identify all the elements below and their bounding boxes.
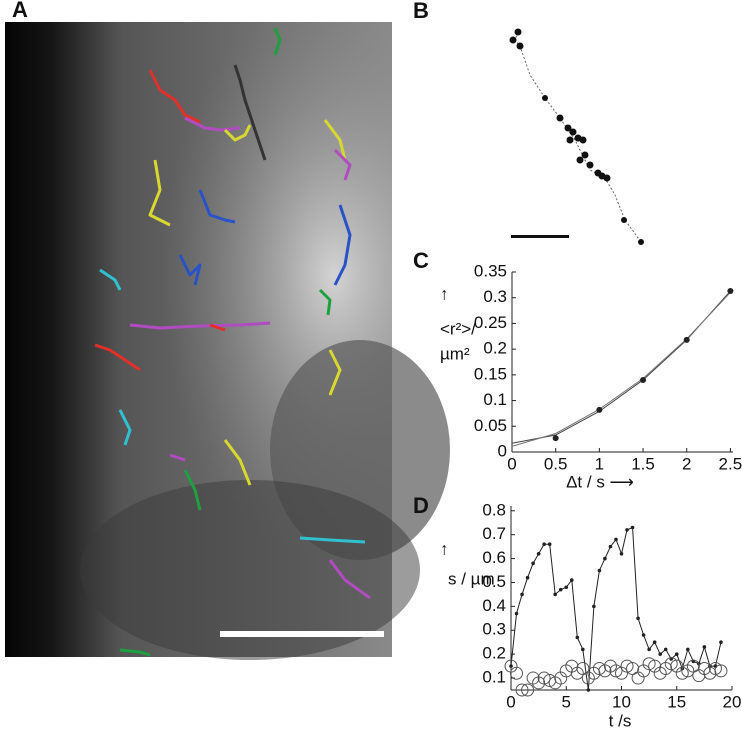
point [581, 647, 585, 652]
point [592, 604, 596, 609]
point [575, 635, 580, 640]
point [510, 666, 524, 680]
y-tick-label: 0.3 [483, 287, 507, 306]
point [569, 578, 574, 582]
y-axis-label: <r²>/ [440, 319, 476, 338]
point [719, 640, 723, 645]
point [597, 568, 602, 573]
x-tick-label: 20 [723, 692, 742, 711]
y-tick-label: 0.15 [474, 364, 507, 383]
point [576, 661, 590, 675]
point [521, 683, 535, 697]
x-axis-label: Δt / s ⟶ [566, 472, 634, 491]
point [609, 664, 623, 678]
point [531, 561, 535, 566]
y-tick-label: 0.05 [474, 416, 507, 435]
y-tick-label: 0.8 [482, 500, 506, 519]
y-tick-label: 0.2 [483, 339, 507, 358]
fit-line [511, 292, 731, 447]
x-axis-label: t /s [609, 711, 632, 730]
x-tick-label: 5 [562, 692, 571, 711]
point [663, 647, 668, 652]
point [652, 640, 657, 645]
point [636, 616, 640, 621]
y-tick-label: 0.3 [482, 620, 506, 639]
panel-label: B [413, 0, 429, 23]
point [552, 435, 559, 442]
point [603, 556, 607, 561]
point [619, 551, 624, 556]
x-tick-label: 0 [506, 692, 515, 711]
point [674, 652, 679, 656]
point [727, 288, 734, 295]
point [514, 611, 519, 616]
y-tick-label: 0.35 [474, 261, 507, 280]
y-tick-label: 0.5 [482, 572, 506, 591]
y-axis-label: ↑ [440, 539, 449, 558]
point [614, 537, 618, 542]
point [630, 525, 635, 530]
micrograph [5, 22, 450, 660]
point [664, 657, 678, 671]
y-tick-label: 0 [498, 441, 507, 460]
point [620, 659, 634, 673]
x-tick-label: 15 [667, 692, 686, 711]
y-tick-label: 0.25 [474, 313, 507, 332]
point [536, 551, 541, 556]
point [525, 575, 530, 580]
point [547, 542, 552, 547]
point [608, 544, 613, 549]
point [683, 336, 690, 343]
panel-label: D [413, 493, 429, 518]
x-tick-label: 1.5 [631, 454, 655, 473]
panel-label: A [12, 0, 28, 22]
fit-line [511, 290, 731, 444]
y-tick-label: 0.1 [483, 390, 507, 409]
y-tick-label: 0.6 [482, 548, 506, 567]
point [647, 647, 651, 652]
point [641, 633, 646, 637]
point [702, 645, 707, 649]
point [553, 592, 557, 597]
x-tick-label: 0.5 [544, 454, 568, 473]
point [558, 587, 563, 592]
point [596, 406, 603, 413]
point [708, 661, 722, 675]
point [714, 664, 728, 678]
point [586, 688, 591, 692]
x-tick-label: 2 [682, 454, 691, 473]
point [640, 377, 647, 383]
point [537, 671, 551, 685]
panel-label: C [413, 248, 429, 273]
y-axis-label: s / µm [448, 569, 495, 588]
point [642, 657, 656, 671]
x-tick-label: 0 [507, 454, 516, 473]
point [520, 592, 524, 597]
point [658, 652, 662, 656]
point [509, 664, 513, 668]
point [542, 542, 546, 547]
point [564, 585, 569, 590]
y-tick-label: 0.2 [482, 644, 506, 663]
x-tick-label: 2.5 [719, 454, 742, 473]
point [675, 666, 689, 680]
point [625, 528, 629, 532]
x-tick-label: 10 [612, 692, 631, 711]
y-tick-label: 0.7 [482, 524, 506, 543]
y-axis-label: µm² [440, 344, 470, 363]
trajectory [509, 28, 644, 245]
y-tick-label: 0.1 [482, 668, 506, 687]
y-axis-label: ↑ [440, 284, 449, 303]
y-tick-label: 0.4 [482, 596, 506, 615]
point [515, 683, 529, 697]
x-tick-label: 1 [595, 454, 604, 473]
point [686, 647, 690, 652]
